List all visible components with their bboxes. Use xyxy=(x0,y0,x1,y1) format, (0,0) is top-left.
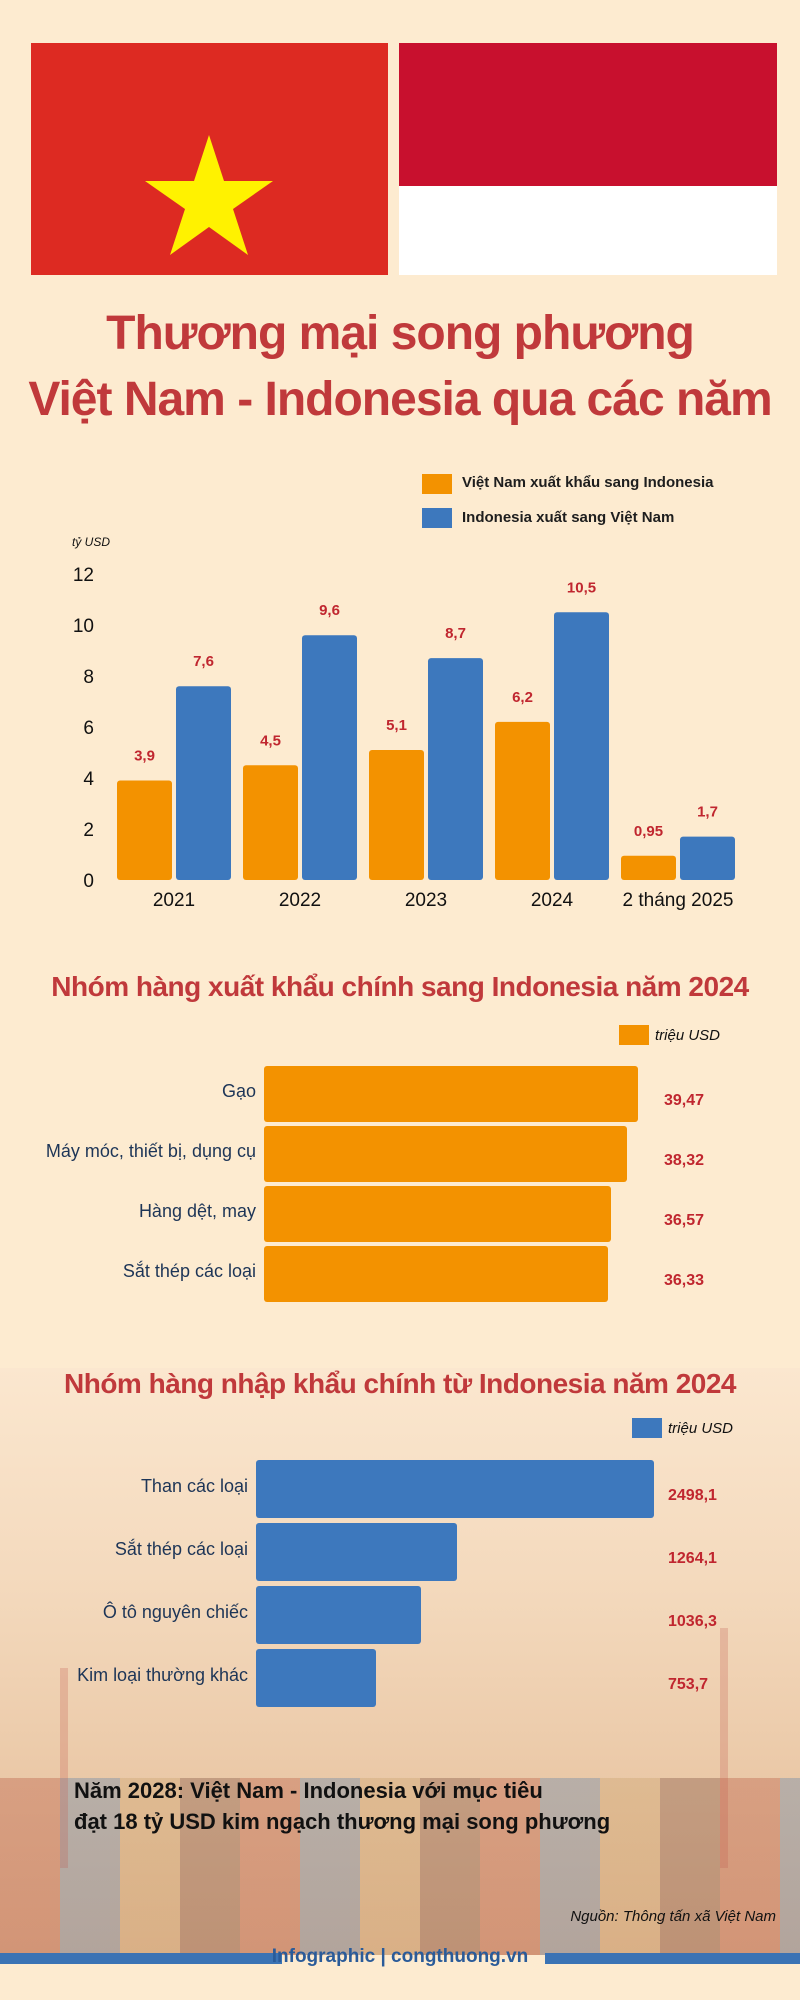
legend-swatch-id-export xyxy=(422,508,452,528)
bar xyxy=(256,1460,654,1518)
footer-brand: Infographic | congthuong.vn xyxy=(271,1946,529,1967)
page-title-line2: Việt Nam - Indonesia qua các năm xyxy=(28,373,772,426)
bar-value-label: 9,6 xyxy=(319,602,340,619)
import-items-chart: Than các loại 2498,1 Sắt thép các loại 1264… xyxy=(0,1455,800,1715)
bar-value-label: 1264,1 xyxy=(668,1550,717,1567)
category-label: Sắt thép các loại xyxy=(122,1261,256,1281)
vietnam-flag xyxy=(31,43,388,275)
bar-value-label: 36,57 xyxy=(664,1212,705,1229)
category-label: Than các loại xyxy=(140,1476,248,1496)
export-section-title: Nhóm hàng xuất khẩu chính sang Indonesia… xyxy=(51,971,749,1002)
star-icon xyxy=(145,135,273,255)
bar xyxy=(302,635,357,880)
category-label: Ô tô nguyên chiếc xyxy=(102,1602,248,1622)
bar xyxy=(256,1586,422,1644)
category-label: Hàng dệt, may xyxy=(138,1201,256,1221)
bar-value-label: 3,9 xyxy=(134,748,155,765)
bar xyxy=(256,1523,458,1581)
bar-value-label: 0,95 xyxy=(634,823,663,840)
bar xyxy=(264,1246,609,1302)
bar xyxy=(495,721,550,880)
y-axis-unit: tỷ USD xyxy=(72,535,111,549)
y-tick-label: 4 xyxy=(83,769,94,790)
bar xyxy=(264,1066,638,1122)
bar xyxy=(117,780,172,880)
y-tick-label: 0 xyxy=(83,871,94,892)
bar-value-label: 39,47 xyxy=(664,1092,705,1109)
category-label: Máy móc, thiết bị, dụng cụ xyxy=(45,1141,256,1161)
bar-value-label: 2498,1 xyxy=(668,1487,717,1504)
bar-value-label: 7,6 xyxy=(193,653,214,670)
legend-label-vn-export: Việt Nam xuất khẩu sang Indonesia xyxy=(462,474,714,491)
page-title-line1: Thương mại song phương xyxy=(106,307,695,360)
legend-label-id-export: Indonesia xuất sang Việt Nam xyxy=(462,509,675,526)
bar-value-label: 38,32 xyxy=(664,1152,705,1169)
legend-swatch-export-unit xyxy=(619,1025,649,1045)
x-tick-label: 2024 xyxy=(531,890,574,911)
bar xyxy=(243,765,298,880)
legend-swatch-vn-export xyxy=(422,474,452,494)
legend-label-export-unit: triệu USD xyxy=(655,1027,721,1044)
category-label: Gạo xyxy=(221,1081,256,1101)
category-label: Sắt thép các loại xyxy=(114,1539,248,1559)
y-tick-label: 6 xyxy=(83,718,94,739)
indonesia-flag xyxy=(399,43,777,275)
bar xyxy=(264,1186,611,1242)
y-tick-label: 12 xyxy=(73,565,94,586)
bar-value-label: 1,7 xyxy=(697,804,718,821)
source-note: Nguồn: Thông tấn xã Việt Nam xyxy=(570,1908,776,1925)
trade-bar-chart: 0 2 4 6 8 10 12 3,9 7,6 2021 4,5 9,6 2022 5,1 8,7 2023 6… xyxy=(73,565,735,911)
bar-value-label: 5,1 xyxy=(386,717,407,734)
footer-rule-right xyxy=(545,1953,800,1964)
bar xyxy=(680,836,735,880)
bar-value-label: 1036,3 xyxy=(668,1613,717,1630)
bar xyxy=(554,612,609,880)
port-background xyxy=(0,1368,800,1955)
x-tick-label: 2023 xyxy=(405,890,447,911)
bar xyxy=(256,1649,377,1707)
import-section-title: Nhóm hàng nhập khẩu chính từ Indonesia n… xyxy=(64,1368,737,1399)
x-tick-label: 2021 xyxy=(153,890,195,911)
y-tick-label: 8 xyxy=(83,667,94,688)
x-tick-label: 2022 xyxy=(279,890,321,911)
bar xyxy=(176,686,231,880)
bar-value-label: 6,2 xyxy=(512,689,533,706)
legend-label-import-unit: triệu USD xyxy=(668,1420,734,1437)
export-items-chart: Gạo 39,47 Máy móc, thiết bị, dụng cụ 38,32 H… xyxy=(0,1060,800,1310)
category-label: Kim loại thường khác xyxy=(77,1665,248,1685)
bar-value-label: 36,33 xyxy=(664,1272,705,1289)
bar-value-label: 4,5 xyxy=(260,732,281,749)
goal-line2: đạt 18 tỷ USD kim ngạch thương mại song … xyxy=(74,1809,611,1834)
legend-swatch-import-unit xyxy=(632,1418,662,1438)
bar xyxy=(369,749,424,880)
bar xyxy=(621,855,676,880)
goal-line1: Năm 2028: Việt Nam - Indonesia với mục t… xyxy=(74,1778,543,1803)
footer-rule-left xyxy=(0,1953,282,1964)
bar xyxy=(428,658,483,880)
x-tick-label: 2 tháng 2025 xyxy=(623,890,734,911)
y-tick-label: 2 xyxy=(83,820,94,841)
bar-value-label: 753,7 xyxy=(668,1676,709,1693)
bar xyxy=(264,1126,628,1182)
bar-value-label: 8,7 xyxy=(445,625,466,642)
y-tick-label: 10 xyxy=(73,616,94,637)
bar-value-label: 10,5 xyxy=(567,579,596,596)
